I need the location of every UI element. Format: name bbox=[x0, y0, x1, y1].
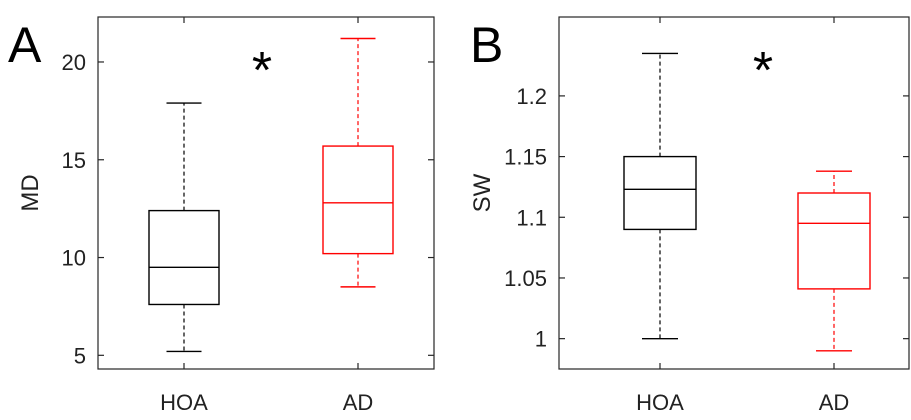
y-tick-label: 1.2 bbox=[516, 84, 547, 109]
x-tick-label-hoa: HOA bbox=[636, 390, 684, 415]
significance-mark: * bbox=[753, 42, 773, 100]
box-ad bbox=[322, 37, 394, 288]
box-ad bbox=[797, 170, 871, 352]
panel-b: 1 1.05 1.1 1.15 1.2 HOA AD SW B * bbox=[469, 16, 910, 415]
y-tick-label: 20 bbox=[62, 50, 86, 75]
y-tick-label: 5 bbox=[74, 343, 86, 368]
plot-frame bbox=[558, 16, 910, 370]
iqr-box bbox=[322, 145, 394, 255]
x-tick-label-ad: AD bbox=[343, 390, 374, 415]
iqr-box bbox=[148, 209, 220, 306]
x-tick-label-hoa: HOA bbox=[160, 390, 208, 415]
plot-frame bbox=[97, 16, 435, 370]
panel-letter: A bbox=[8, 17, 42, 73]
x-tick-label-ad: AD bbox=[819, 390, 850, 415]
significance-mark: * bbox=[252, 42, 272, 100]
iqr-box bbox=[797, 192, 871, 290]
y-tick-label: 1 bbox=[535, 327, 547, 352]
y-tick-label: 1.05 bbox=[504, 266, 547, 291]
iqr-box bbox=[623, 155, 697, 231]
y-axis-label: SW bbox=[469, 173, 496, 212]
y-tick-label: 1.1 bbox=[516, 205, 547, 230]
box-hoa bbox=[623, 52, 697, 340]
y-tick-label: 15 bbox=[62, 148, 86, 173]
panel-letter: B bbox=[470, 17, 503, 73]
y-tick-label: 1.15 bbox=[504, 145, 547, 170]
y-tick-label: 10 bbox=[62, 246, 86, 271]
box-hoa bbox=[148, 102, 220, 353]
y-axis-label: MD bbox=[17, 174, 44, 211]
panel-a: 5 10 15 20 HOA AD MD A * bbox=[8, 16, 435, 415]
